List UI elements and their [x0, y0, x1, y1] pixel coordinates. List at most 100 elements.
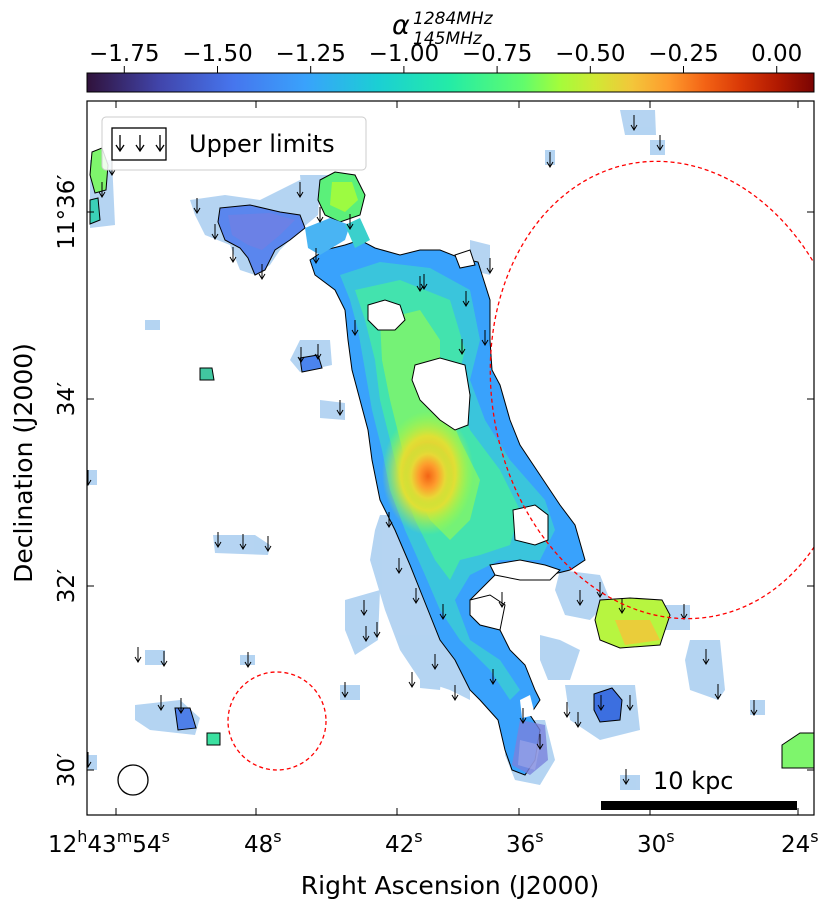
upper-limit-arrowhead [211, 233, 219, 240]
upper-limit-arrowhead [395, 567, 403, 574]
upper-limit-arrowhead [312, 257, 320, 264]
small-islands [89, 147, 814, 775]
y-tick-label-0: 11°36′ [54, 174, 80, 249]
upper-limit-arrowhead [177, 707, 185, 714]
x-tick-label-0: 12h43m54s [48, 827, 170, 858]
colorbar-ticks: −1.75 −1.50 −1.25 −1.00 −0.75 −0.50 −0.25 0.00 [89, 41, 802, 73]
scalebar-line [601, 801, 797, 810]
upper-limit-arrowhead [239, 543, 247, 550]
upper-limit-arrowhead [486, 267, 494, 274]
y-tick-label-1: 34′ [54, 382, 80, 417]
upper-limit-arrowhead [519, 717, 527, 724]
colorbar-tick-label: −0.50 [555, 41, 625, 67]
scalebar-label: 10 kpc [653, 767, 734, 795]
upper-limit-arrowhead [714, 693, 722, 700]
upper-limit-arrowhead [316, 216, 324, 223]
colorbar-tick-label: −1.50 [182, 41, 252, 67]
upper-limit-arrowhead [576, 599, 584, 606]
colorbar-tick-label: −1.25 [275, 41, 345, 67]
upper-limit-arrowhead [408, 681, 416, 688]
upper-limit-arrowhead [229, 256, 237, 263]
beam-ellipse [117, 764, 149, 796]
upper-limit-arrowhead [296, 191, 304, 198]
x-tick-0-hour: 12 [48, 832, 77, 858]
upper-limit-arrowhead [597, 704, 605, 711]
colorbar-gradient [86, 72, 815, 93]
x-tick-0-sec: 54 [132, 832, 161, 858]
colorbar-tick-label: −1.00 [369, 41, 439, 67]
axis-ticks [87, 101, 814, 815]
upper-limit-arrowhead [351, 329, 359, 336]
upper-limit-arrowhead [431, 663, 439, 670]
upper-limit-arrowhead [498, 601, 506, 608]
colorbar-title-sup: 1284MHz [413, 9, 494, 29]
upper-limit-arrowhead [439, 613, 447, 620]
legend-box [101, 116, 367, 171]
colorbar: α 1284MHz 145MHz −1.75 −1.50 −1.25 −1.00 −0.… [86, 9, 815, 93]
colorbar-tick-label: −0.25 [648, 41, 718, 67]
upper-limit-arrowhead [108, 169, 116, 176]
upper-limit-arrowhead [750, 709, 758, 716]
colorbar-title-sub: 145MHz [413, 29, 483, 49]
upper-limit-arrowhead [314, 353, 322, 360]
y-tick-label-3: 30′ [54, 753, 80, 788]
upper-limit-arrowhead [536, 743, 544, 750]
upper-limit-arrowhead [385, 521, 393, 528]
x-tick-label-1: 48s [244, 827, 282, 858]
upper-limit-arrowhead [546, 161, 554, 168]
upper-limit-arrowhead [416, 285, 424, 292]
x-tick-label-3: 36s [506, 827, 544, 858]
upper-limit-arrowhead [258, 273, 266, 280]
colorbar-title-main: α [392, 10, 410, 41]
upper-limit-arrowhead [622, 778, 630, 785]
y-tick-labels: 11°36′ 34′ 32′ 30′ [54, 174, 80, 787]
colorbar-title: α [392, 10, 410, 41]
upper-limit-arrowhead [264, 545, 272, 552]
upper-limit-arrowhead [362, 635, 370, 642]
upper-limit-arrowhead [630, 124, 638, 131]
upper-limit-arrowhead [193, 207, 201, 214]
colorbar-tick-label: −0.75 [462, 41, 532, 67]
upper-limit-arrowhead [297, 356, 305, 363]
x-tick-label-4: 30s [637, 827, 675, 858]
upper-limit-arrowhead [346, 223, 354, 230]
legend-marker [111, 127, 167, 161]
upper-limit-arrowhead [489, 678, 497, 685]
upper-limit-arrowhead [626, 704, 634, 711]
upper-limit-arrowhead [618, 607, 626, 614]
x-tick-label-2: 42s [385, 827, 423, 858]
plot-frame [86, 100, 815, 816]
small-circle-region [227, 671, 327, 771]
upper-limit-arrowhead [596, 591, 604, 598]
upper-limit-arrowhead [341, 691, 349, 698]
upper-limit-arrowhead [360, 609, 368, 616]
upper-limit-arrowhead [451, 694, 459, 701]
upper-limit-arrowhead [98, 191, 106, 198]
x-tick-0-min: 43 [87, 832, 116, 858]
legend: Upper limits [101, 116, 367, 171]
upper-limit-arrowhead [373, 631, 381, 638]
upper-limit-arrowhead [160, 660, 168, 667]
upper-limit-arrowhead [87, 479, 92, 486]
upper-limit-arrowhead [134, 656, 142, 663]
upper-limit-arrowhead [336, 409, 344, 416]
y-axis-label: Declination (J2000) [9, 343, 38, 583]
x-tick-labels: 12h43m54s 48s 42s 36s 30s 24s [48, 827, 819, 858]
upper-left-lobe [217, 171, 370, 276]
upper-limit-arrowhead [157, 704, 165, 711]
colorbar-tick-label: −1.75 [89, 41, 159, 67]
large-ellipse-region [489, 160, 814, 620]
x-axis-label: Right Ascension (J2000) [301, 871, 599, 900]
main-source [309, 239, 586, 776]
x-tick-label-5: 24s [781, 827, 819, 858]
upper-limit-arrowhead [656, 144, 664, 151]
upper-limit-arrowhead [702, 658, 710, 665]
upper-limit-arrowhead [420, 283, 428, 290]
upper-limit-arrowhead [87, 761, 92, 768]
legend-label: Upper limits [189, 130, 335, 158]
upper-limit-arrowhead [574, 721, 582, 728]
map-image [87, 101, 814, 815]
upper-limit-arrowhead [412, 597, 420, 604]
upper-limit-arrowhead [462, 300, 470, 307]
